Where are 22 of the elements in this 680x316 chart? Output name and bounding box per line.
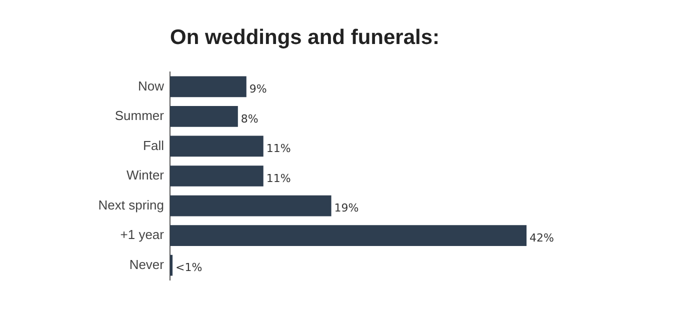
data-label: 42% xyxy=(530,231,554,244)
y-tick-label: Next spring xyxy=(98,197,164,212)
chart-title: On weddings and funerals: xyxy=(170,26,440,50)
y-tick-label: +1 year xyxy=(120,227,165,242)
data-label: 11% xyxy=(266,142,291,156)
y-tick-label: Now xyxy=(138,78,165,94)
data-label: 11% xyxy=(266,172,291,185)
bar xyxy=(170,76,246,98)
bar xyxy=(170,195,332,216)
bar xyxy=(170,225,527,246)
data-label: 9% xyxy=(249,82,267,96)
bar xyxy=(170,136,264,157)
y-tick-label: Summer xyxy=(114,108,165,124)
y-tick-label: Never xyxy=(129,256,165,272)
y-tick-label: Winter xyxy=(126,168,165,183)
data-label: <1% xyxy=(176,261,202,274)
y-tick-label: Fall xyxy=(143,138,164,153)
bar xyxy=(170,106,238,127)
data-label: 19% xyxy=(334,202,359,215)
data-label: 8% xyxy=(240,112,258,126)
bar xyxy=(170,254,173,276)
bar xyxy=(170,166,264,186)
